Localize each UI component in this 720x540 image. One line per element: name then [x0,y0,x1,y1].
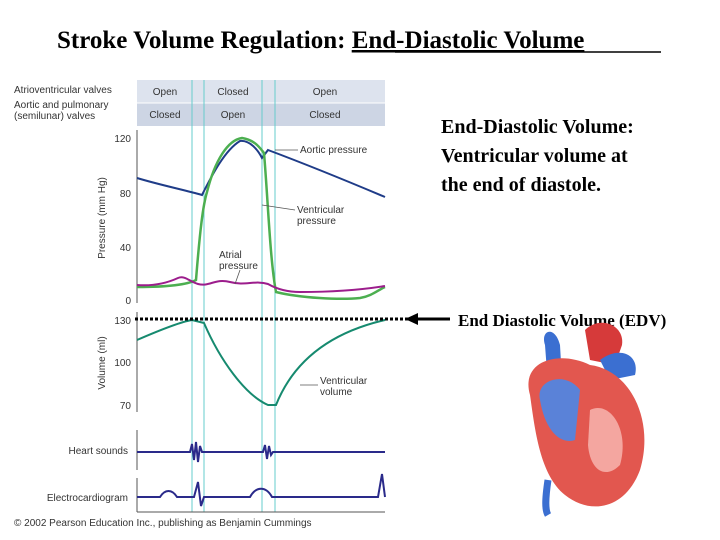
valve-row-bg [137,103,385,126]
title: Stroke Volume Regulation: End-Diastolic … [57,27,584,54]
valve-state: Closed [309,110,340,121]
trace-label: Heart sounds [69,446,128,457]
valve-label: (semilunar) valves [14,111,95,122]
ventricular-pressure-curve [136,136,386,300]
heart-illustration [528,322,645,517]
valve-state: Open [313,87,337,98]
axes [136,130,385,513]
valve-state: Open [221,110,245,121]
tick-label: 40 [120,243,132,254]
definition-term: End-Diastolic Volume: [441,116,634,138]
heart-sounds-trace [137,441,385,463]
axis-label: Pressure (mm Hg) [97,177,108,259]
ventricular-volume-curve [136,318,386,406]
valve-label: Atrioventricular valves [14,85,112,96]
annotation: pressure [219,261,258,272]
tick-label: 80 [120,189,132,200]
copyright: © 2002 Pearson Education Inc., publishin… [14,518,312,529]
leaders [234,149,318,386]
annotation: Aortic pressure [300,145,368,156]
annotation: volume [320,387,353,398]
valve-state: Open [153,87,177,98]
valve-label: Aortic and pulmonary [14,100,109,111]
definition-line: Ventricular volume at [441,145,628,167]
valve-state: Closed [217,87,248,98]
aortic-pressure-curve [136,139,386,198]
ecg-trace [137,473,386,507]
tick-label: 120 [114,134,131,145]
axis-label: Volume (ml) [97,336,108,389]
valve-row-bg [137,80,385,103]
title-underlined: End-Diastolic Volume [352,27,585,54]
annotation: pressure [297,216,336,227]
tick-label: 100 [114,358,131,369]
trace-label: Electrocardiogram [47,493,128,504]
edv-label: End Diastolic Volume (EDV) [458,311,666,330]
annotation: Atrial [219,250,242,261]
valve-state: Closed [149,110,180,121]
definition-line: the end of diastole. [441,174,601,196]
annotation: Ventricular [297,205,345,216]
annotation: Ventricular [320,376,368,387]
tick-label: 70 [120,401,132,412]
title-main: Stroke Volume Regulation: [57,27,352,54]
tick-label: 0 [125,296,131,307]
edv-arrowhead [405,313,418,325]
figure [136,80,386,513]
tick-label: 130 [114,316,131,327]
atrial-pressure-curve [136,276,386,294]
